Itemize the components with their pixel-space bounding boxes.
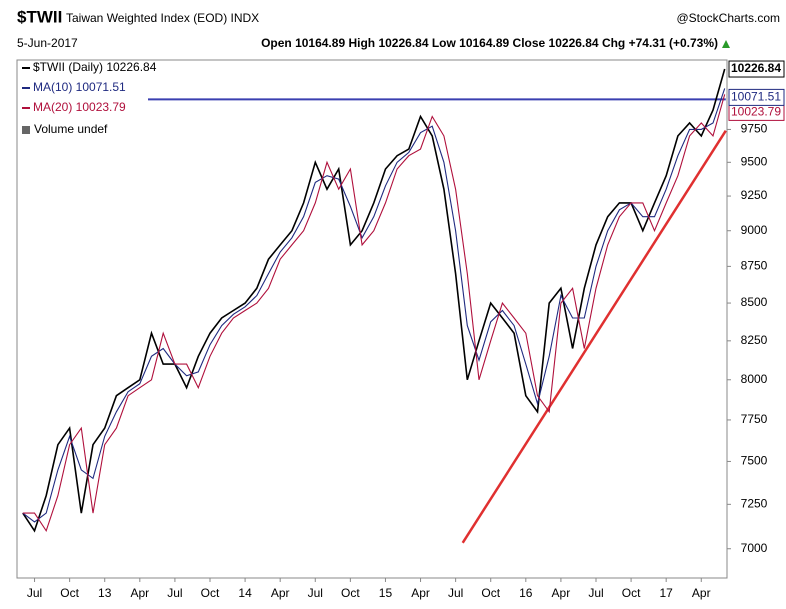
- trend-line: [461, 130, 727, 544]
- x-tick-label: 14: [238, 586, 252, 600]
- x-tick-label: Oct: [622, 586, 641, 600]
- y-tick-label: 7250: [741, 497, 768, 511]
- y-tick-label: 7500: [741, 454, 768, 468]
- y-tick-label: 9750: [741, 122, 768, 136]
- x-tick-label: Apr: [271, 586, 290, 600]
- x-tick-label: Oct: [481, 586, 500, 600]
- chart-subtitle: Taiwan Weighted Index (EOD) INDX: [66, 11, 259, 25]
- legend-swatch: [22, 126, 30, 134]
- x-tick-label: Apr: [411, 586, 430, 600]
- x-tick-label: Apr: [130, 586, 149, 600]
- x-tick-label: Oct: [201, 586, 220, 600]
- volume-label: Volume undef: [34, 122, 108, 136]
- legend-label: $TWII (Daily) 10226.84: [33, 60, 157, 74]
- x-tick-label: Apr: [692, 586, 711, 600]
- date: 5-Jun-2017: [17, 36, 78, 50]
- chart-title: $TWII: [17, 7, 62, 26]
- series-line: [22, 68, 726, 533]
- y-tick-label: 8750: [741, 259, 768, 273]
- x-tick-label: Apr: [552, 586, 571, 600]
- x-tick-label: 17: [659, 586, 673, 600]
- last-value-box: [728, 60, 785, 78]
- last-value-label: 10226.84: [731, 61, 781, 75]
- legend-label: MA(10) 10071.51: [33, 80, 126, 94]
- series-line: [22, 94, 726, 533]
- y-tick-label: 7000: [741, 541, 768, 555]
- x-tick-label: Oct: [341, 586, 360, 600]
- x-tick-label: Jul: [27, 586, 42, 600]
- y-tick-label: 8500: [741, 295, 768, 309]
- y-tick-label: 9000: [741, 223, 768, 237]
- y-tick-label: 9500: [741, 154, 768, 168]
- x-tick-label: Jul: [448, 586, 463, 600]
- last-value-box: [728, 88, 785, 106]
- y-tick-label: 8250: [741, 333, 768, 347]
- last-value-label: 10023.79: [731, 105, 781, 119]
- last-value-label: 10071.51: [731, 90, 781, 104]
- quote: Open 10164.89 High 10226.84 Low 10164.89…: [261, 36, 718, 50]
- source: @StockCharts.com: [676, 11, 780, 25]
- x-tick-label: Oct: [60, 586, 79, 600]
- up-arrow: [722, 40, 730, 48]
- x-tick-label: Jul: [167, 586, 182, 600]
- y-tick-label: 8000: [741, 372, 768, 386]
- plot-frame: [16, 59, 728, 579]
- series-line: [22, 88, 726, 523]
- y-tick-label: 9250: [741, 188, 768, 202]
- x-tick-label: 13: [98, 586, 112, 600]
- y-tick-label: 7750: [741, 412, 768, 426]
- x-tick-label: 15: [379, 586, 393, 600]
- x-tick-label: Jul: [308, 586, 323, 600]
- x-tick-label: Jul: [588, 586, 603, 600]
- legend-label: MA(20) 10023.79: [33, 100, 126, 114]
- x-tick-label: 16: [519, 586, 533, 600]
